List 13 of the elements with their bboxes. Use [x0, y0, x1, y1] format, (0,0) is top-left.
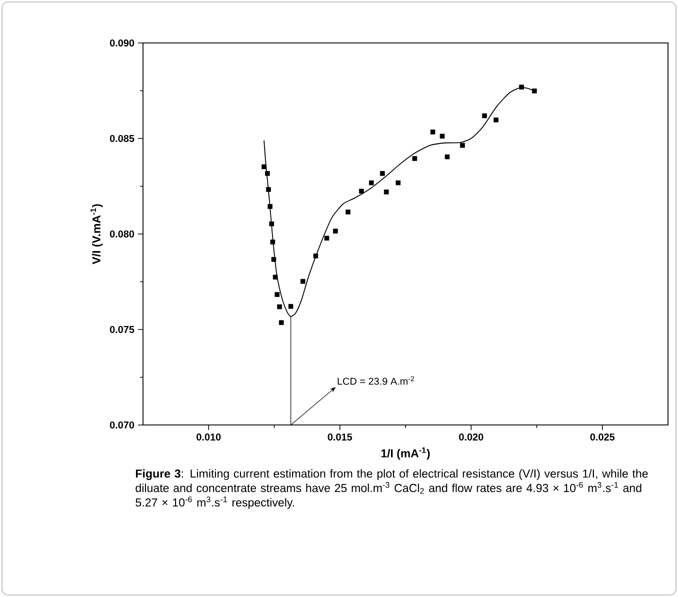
y-tick-label: 0.075	[110, 326, 134, 334]
x-tick-label: 0.015	[328, 434, 352, 441]
y-tick-label: 0.070	[110, 421, 134, 429]
y-tick-label: 0.090	[110, 39, 134, 47]
y-axis-title: V/I (V.mA$^{-1}$)	[90, 204, 103, 264]
x-tick-label: 0.025	[590, 434, 615, 441]
y-tick-label: 0.085	[110, 134, 134, 142]
x-tick-label: 0.020	[459, 434, 484, 441]
x-tick-label: 0.010	[196, 434, 221, 441]
x-axis-title: 1/I (mA$^{-1}$)	[381, 447, 430, 460]
annotation: LCD = 23.9 A.m$^{-2}$	[338, 376, 414, 385]
text: Figure 3: Limiting current estimation from the plot of electrical resistance (V/I) versus 1/I, while the diluate and concentrate streams have 25 mol.m$^{-3}$ CaCl$_{2}$ and flow rates are 4.93 × 10$^{-6}$ m$^{3}$.s$^{-1}$ and 5.27 × 10$^{-6}$ m$^{3}$.s$^{-1}$ respectively.	[136, 469, 648, 509]
y-tick-label: 0.080	[110, 230, 134, 238]
